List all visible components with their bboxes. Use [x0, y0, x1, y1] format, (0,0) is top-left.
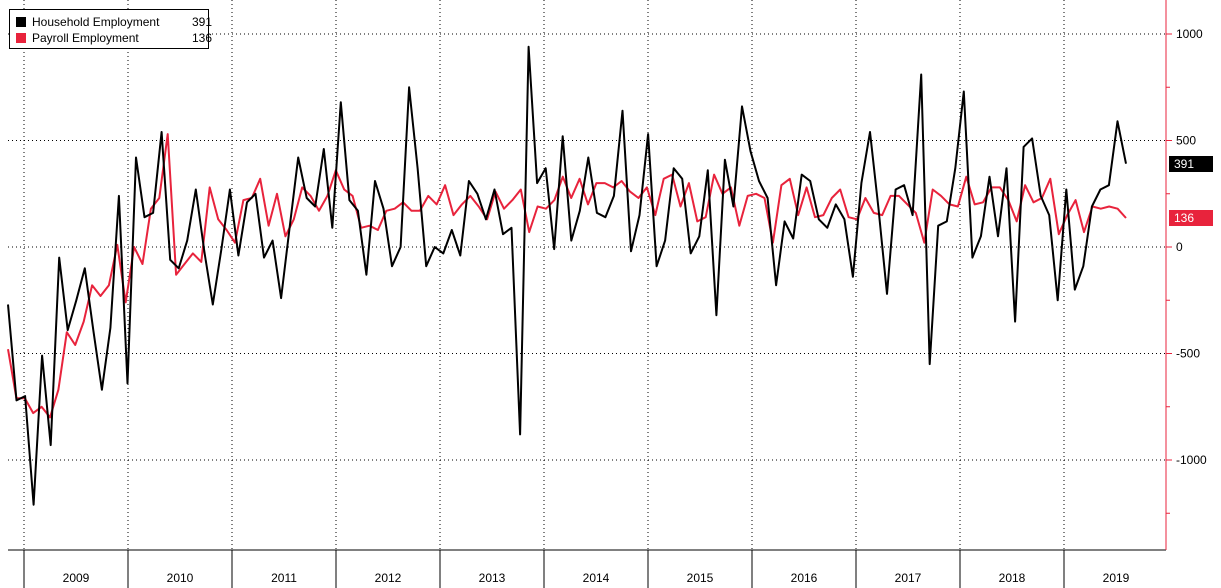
x-tick-label: 2018: [999, 571, 1026, 585]
x-tick-label: 2009: [63, 571, 90, 585]
series-lines: [7, 45, 1127, 506]
legend-label-payroll: Payroll Employment: [32, 30, 139, 45]
x-tick-label: 2017: [895, 571, 922, 585]
y-tick-label: 0: [1176, 240, 1183, 254]
x-tick-label: 2019: [1103, 571, 1130, 585]
legend-item-household: Household Employment 391: [16, 14, 212, 29]
x-tick-label: 2014: [583, 571, 610, 585]
x-tick-label: 2012: [375, 571, 402, 585]
axes: 1000 500 0 -500 -1000 2009 2010 2011 2012 2013 201…: [8, 0, 1207, 588]
x-tick-label: 2011: [271, 571, 297, 585]
x-tick-label: 2013: [479, 571, 506, 585]
y-tick-label: -500: [1176, 347, 1200, 361]
legend-swatch-household: [16, 16, 26, 27]
last-value-badge-payroll: 136: [1169, 210, 1213, 227]
y-tick-label: 1000: [1176, 27, 1203, 41]
x-tick-label: 2010: [167, 571, 194, 585]
last-value-badge-household: 391: [1169, 155, 1213, 172]
y-tick-label: -1000: [1176, 453, 1207, 467]
legend-value-payroll: 136: [191, 30, 212, 45]
legend-value-household: 391: [191, 14, 212, 29]
x-tick-label: 2016: [791, 571, 818, 585]
y-tick-label: 500: [1176, 134, 1196, 148]
household-employment-line: [7, 45, 1127, 506]
last-value-payroll: 136: [1174, 211, 1195, 226]
legend-swatch-payroll: [16, 32, 26, 43]
grid-lines: [8, 0, 1166, 550]
last-value-household: 391: [1174, 156, 1195, 171]
legend-label-household: Household Employment: [32, 14, 160, 29]
x-tick-label: 2015: [687, 571, 714, 585]
legend: Household Employment 391 Payroll Employm…: [9, 9, 212, 49]
legend-item-payroll: Payroll Employment 136: [16, 30, 212, 45]
